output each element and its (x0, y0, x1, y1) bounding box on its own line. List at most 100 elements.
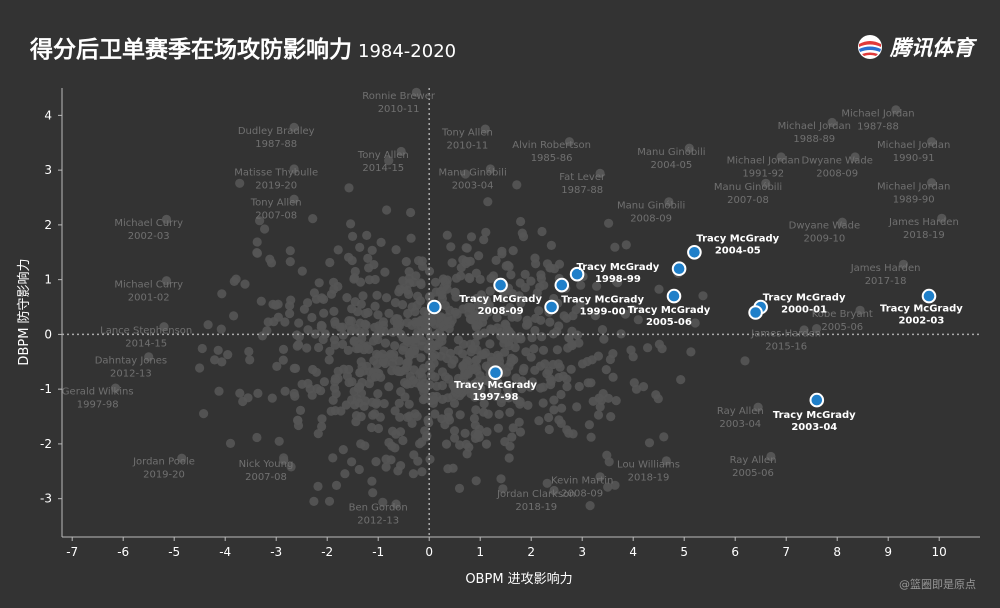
background-point (812, 324, 822, 334)
background-point (562, 313, 572, 323)
background-point (664, 197, 674, 207)
background-point (505, 407, 515, 417)
background-point (329, 335, 340, 345)
background-point (223, 350, 233, 360)
background-point (338, 339, 348, 349)
background-point (353, 307, 363, 317)
background-point (418, 395, 428, 405)
background-point (575, 299, 585, 309)
background-point (380, 267, 390, 277)
background-point (311, 367, 321, 377)
background-point (610, 480, 620, 490)
background-point (539, 280, 549, 290)
background-point (898, 259, 909, 269)
highlight-season: 2005-06 (646, 317, 692, 328)
x-tick-label: 9 (884, 545, 892, 559)
background-point (355, 368, 365, 378)
annotation-player: Manu Ginóbili (617, 200, 685, 212)
background-point (515, 427, 526, 437)
background-point (530, 365, 540, 375)
background-point (443, 312, 453, 322)
background-point (465, 256, 475, 266)
background-point (478, 317, 488, 327)
background-point (446, 242, 456, 252)
chart-subtitle: 1984-2020 (358, 41, 457, 62)
annotation-season: 1988-89 (793, 134, 835, 145)
annotation-season: 2001-02 (128, 292, 170, 303)
background-point (406, 233, 416, 243)
background-point (410, 307, 420, 317)
background-point (449, 398, 460, 408)
background-point (545, 263, 555, 273)
background-point (481, 361, 491, 371)
annotation-season: 1985-86 (531, 153, 573, 164)
highlight-player: Tracy McGrady (628, 305, 711, 316)
annotation-player: Michael Curry (114, 279, 183, 290)
background-point (927, 178, 937, 188)
background-point (507, 312, 517, 322)
background-point (698, 291, 708, 301)
background-point (357, 334, 367, 344)
background-point (373, 389, 383, 399)
background-point (530, 313, 541, 323)
background-point (341, 400, 351, 410)
background-point (229, 276, 239, 286)
annotation-season: 2019-20 (143, 470, 185, 481)
background-point (474, 383, 484, 393)
background-point (384, 156, 394, 166)
background-point (566, 364, 576, 374)
background-point (544, 424, 554, 435)
background-point (398, 435, 408, 446)
background-point (430, 277, 441, 287)
background-point (285, 309, 295, 319)
background-point (346, 219, 356, 229)
background-point (371, 457, 381, 467)
background-point (584, 420, 595, 430)
background-point (458, 361, 468, 371)
annotation-player: Michael Jordan (877, 140, 950, 151)
annotation-label: Ray Allen 2003-04 (717, 406, 764, 430)
annotation-player: Tony Allen (357, 150, 409, 161)
background-point (267, 393, 277, 403)
background-point (534, 306, 544, 316)
annotation-label: Matisse Thybulle 2019-20 (234, 168, 318, 192)
background-point (245, 355, 255, 365)
background-point (297, 266, 307, 276)
background-point (405, 278, 415, 288)
background-point (256, 296, 266, 306)
background-point (272, 361, 282, 371)
annotation-player: Jordan Poole (132, 457, 195, 468)
background-point (479, 399, 489, 409)
annotation-player: Ray Allen (730, 455, 777, 466)
background-point (381, 293, 392, 303)
annotation-season: 2009-10 (804, 234, 846, 245)
background-point (436, 351, 446, 361)
background-point (214, 386, 224, 396)
highlight-season: 2000-01 (781, 305, 827, 316)
background-point (317, 293, 327, 303)
background-point (449, 355, 459, 365)
background-point (492, 313, 502, 323)
background-point (443, 407, 454, 417)
background-point (217, 357, 227, 367)
background-point (358, 291, 368, 301)
background-point (371, 331, 381, 341)
background-point (631, 384, 642, 394)
brand: 腾讯体育 (856, 32, 974, 62)
background-point (538, 345, 549, 355)
highlight-player: Tracy McGrady (696, 233, 779, 244)
background-point (891, 105, 901, 115)
annotation-player: Dahntay Jones (95, 355, 167, 366)
background-point (549, 485, 559, 496)
background-point (460, 169, 470, 179)
background-point (654, 284, 664, 294)
annotation-label: Dahntay Jones 2012-13 (95, 355, 167, 379)
background-point (621, 240, 631, 250)
background-point (373, 423, 384, 434)
background-point (391, 245, 401, 255)
annotation-player: Alvin Robertson (512, 140, 591, 151)
background-point (514, 417, 524, 427)
background-point (493, 423, 503, 433)
background-point (766, 451, 776, 462)
